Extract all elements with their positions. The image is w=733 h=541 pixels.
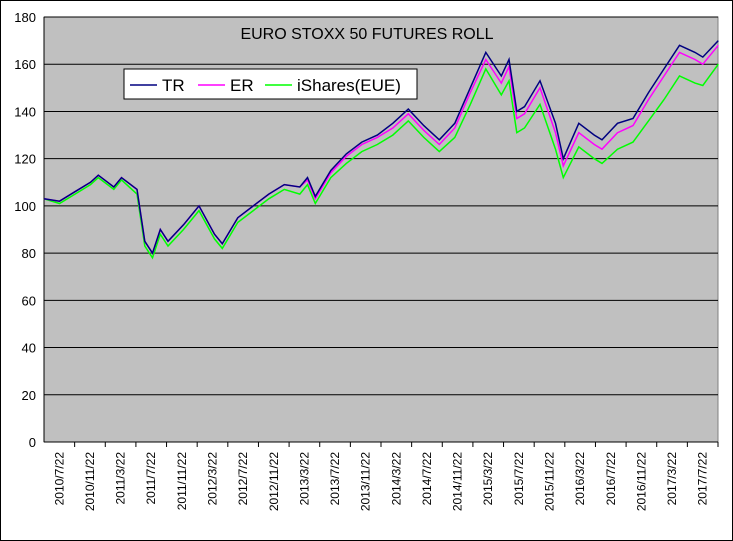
legend: TR ER iShares(EUE) <box>123 68 418 100</box>
x-tick-label: 2012/7/22 <box>236 452 250 506</box>
y-tick-label: 80 <box>22 246 36 261</box>
x-tick-label: 2017/7/22 <box>696 452 710 506</box>
y-tick-label: 40 <box>22 341 36 356</box>
x-tick-label: 2015/7/22 <box>512 452 526 506</box>
x-tick-label: 2016/11/22 <box>634 452 648 511</box>
x-tick-label: 2015/11/22 <box>543 452 557 511</box>
x-tick-label: 2016/3/22 <box>573 452 587 506</box>
y-tick-label: 100 <box>14 199 36 214</box>
x-tick-label: 2013/11/22 <box>359 452 373 511</box>
legend-label: TR <box>162 76 185 95</box>
x-tick-label: 2014/7/22 <box>420 452 434 506</box>
x-tick-label: 2013/3/22 <box>297 452 311 506</box>
x-tick-label: 2017/3/22 <box>665 452 679 506</box>
y-tick-label: 140 <box>14 104 36 119</box>
legend-label: ER <box>230 76 254 95</box>
y-tick-label: 180 <box>14 10 36 25</box>
legend-label: iShares(EUE) <box>297 76 401 95</box>
chart-title: EURO STOXX 50 FUTURES ROLL <box>240 26 493 43</box>
series-line-ishareseue <box>43 63 719 260</box>
x-tick-label: 2014/11/22 <box>451 452 465 511</box>
y-tick-label: 0 <box>29 435 36 450</box>
legend-box <box>123 68 418 100</box>
y-tick-label: 20 <box>22 388 36 403</box>
x-tick-label: 2014/3/22 <box>389 452 403 506</box>
x-tick-label: 2013/7/22 <box>328 452 342 506</box>
y-tick-label: 60 <box>22 293 36 308</box>
x-tick-label: 2011/11/22 <box>175 452 189 511</box>
y-tick-label: 160 <box>14 57 36 72</box>
x-tick-label: 2011/7/22 <box>144 452 158 505</box>
y-tick-label: 120 <box>14 152 36 167</box>
x-tick-label: 2016/7/22 <box>604 452 618 506</box>
x-tick-label: 2010/7/22 <box>52 452 66 506</box>
x-tick-label: 2015/3/22 <box>481 452 495 506</box>
x-tick-label: 2012/3/22 <box>206 452 220 506</box>
series-line-tr <box>43 40 719 255</box>
x-tick-label: 2012/11/22 <box>267 452 281 511</box>
x-tick-label: 2010/11/22 <box>83 452 97 511</box>
x-tick-label: 2011/3/22 <box>114 452 128 505</box>
